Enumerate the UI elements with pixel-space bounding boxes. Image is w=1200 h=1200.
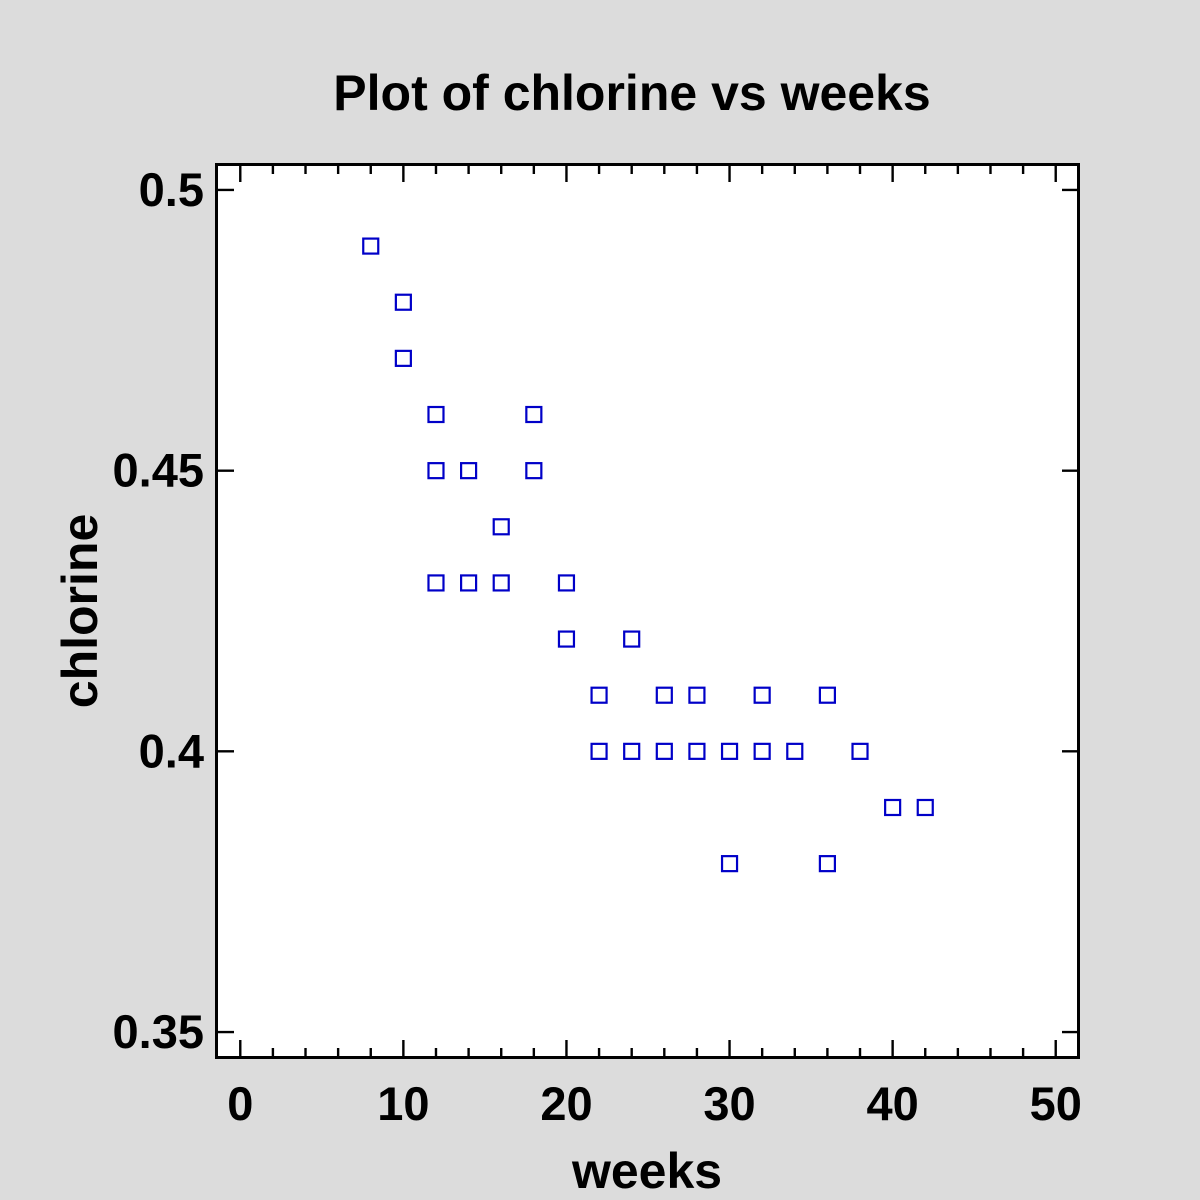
data-point-marker (623, 630, 641, 648)
y-tick-label: 0.45 (113, 444, 204, 497)
data-point-marker (394, 293, 412, 311)
data-point-marker (427, 462, 445, 480)
data-point-marker (590, 686, 608, 704)
data-point-marker (818, 855, 836, 873)
x-tick-label: 50 (1030, 1077, 1082, 1130)
data-point-marker (655, 686, 673, 704)
data-point-marker (753, 742, 771, 760)
x-tick-label: 30 (703, 1077, 755, 1130)
axis-ticks (216, 164, 1080, 1058)
data-point-marker (362, 237, 380, 255)
data-point-marker (557, 574, 576, 592)
data-point-marker (720, 742, 739, 760)
data-point-marker (394, 349, 412, 367)
x-tick-label: 0 (227, 1077, 253, 1130)
x-tick-label: 20 (540, 1077, 592, 1130)
data-point-marker (557, 630, 576, 648)
data-point-marker (688, 686, 706, 704)
data-point-marker (884, 798, 902, 817)
x-tick-label: 40 (866, 1077, 918, 1130)
data-points (362, 237, 934, 873)
data-point-marker (590, 742, 608, 760)
data-point-marker (427, 574, 445, 592)
y-tick-label: 0.35 (113, 1005, 204, 1058)
y-tick-label: 0.4 (139, 724, 204, 777)
data-point-marker (916, 798, 934, 817)
data-point-marker (525, 462, 543, 480)
axis-tick-labels: 0 10 20 30 40 50 0.5 0.45 0.4 0.35 (113, 163, 1082, 1130)
data-point-marker (688, 742, 706, 760)
y-tick-label: 0.5 (139, 163, 204, 216)
data-point-marker (623, 742, 641, 760)
data-point-marker (786, 742, 804, 760)
data-point-marker (753, 686, 771, 704)
data-point-marker (818, 686, 836, 704)
chart-title: Plot of chlorine vs weeks (333, 65, 930, 121)
data-point-marker (492, 574, 510, 592)
data-point-marker (460, 462, 478, 480)
data-point-marker (655, 742, 673, 760)
x-tick-label: 10 (377, 1077, 429, 1130)
data-point-marker (492, 518, 510, 536)
data-point-marker (525, 405, 543, 424)
x-axis-title: weeks (571, 1143, 722, 1199)
data-point-marker (460, 574, 478, 592)
data-point-marker (720, 855, 739, 873)
data-point-marker (427, 405, 445, 424)
plot-area (215, 163, 1080, 1059)
y-axis-title: chlorine (52, 514, 108, 708)
data-point-marker (851, 742, 869, 760)
